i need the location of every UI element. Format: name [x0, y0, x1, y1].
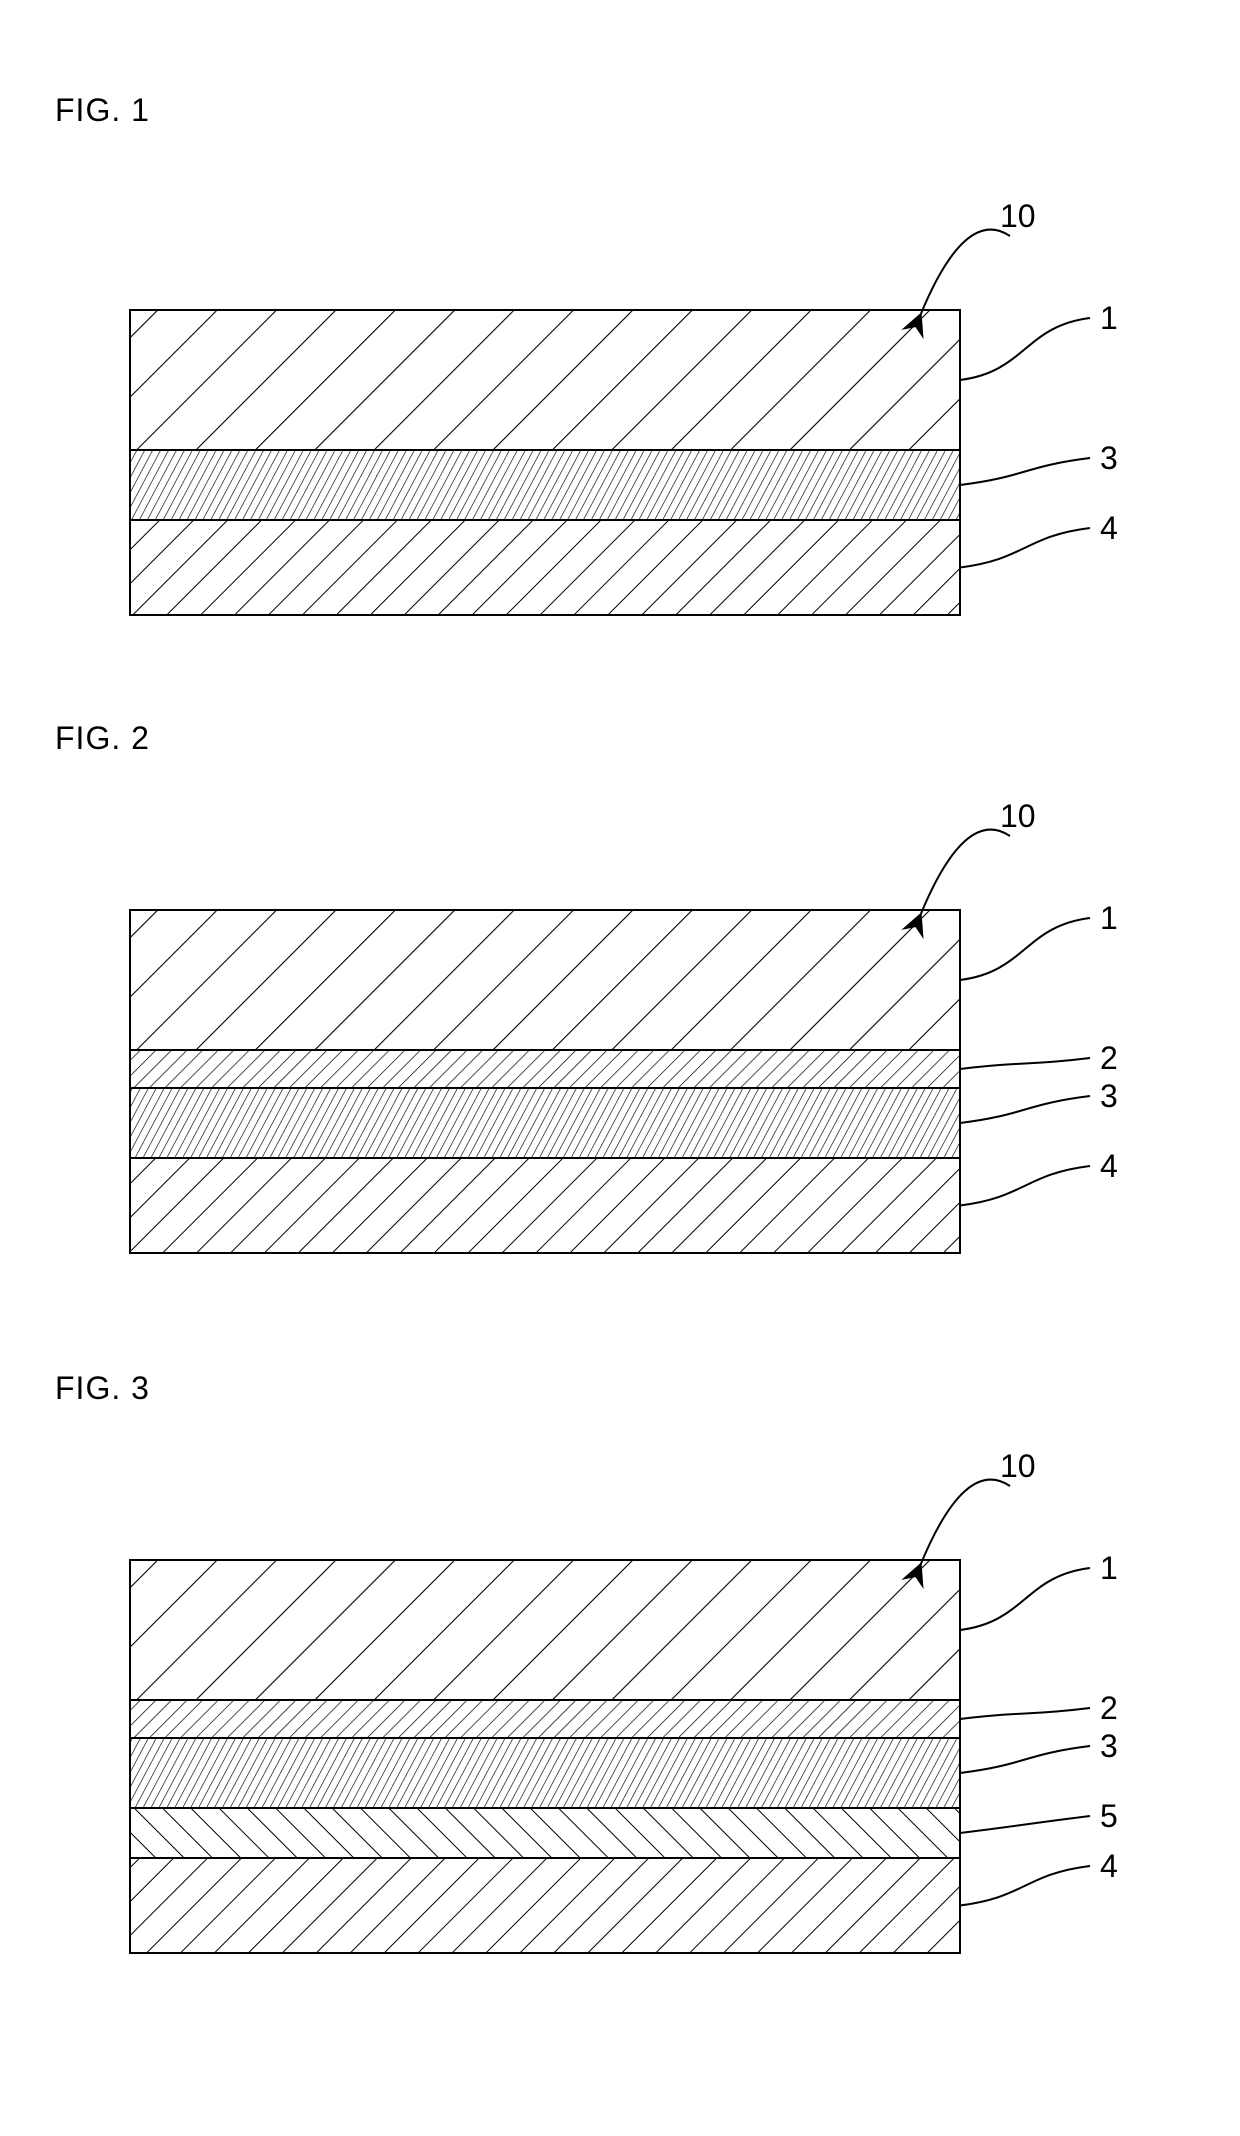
assembly-label: 10	[1000, 1448, 1036, 1485]
assembly-label: 10	[1000, 798, 1036, 835]
figure-svg	[0, 170, 1240, 695]
layer-label-3: 3	[1100, 1728, 1118, 1765]
layer-label-2: 2	[1100, 1040, 1118, 1077]
layer-label-1: 1	[1100, 900, 1118, 937]
figure-label: FIG. 1	[55, 92, 150, 129]
figure-label: FIG. 3	[55, 1370, 150, 1407]
layer-label-4: 4	[1100, 1148, 1118, 1185]
layer-label-1: 1	[1100, 300, 1118, 337]
layer-label-4: 4	[1100, 510, 1118, 547]
figure-svg	[0, 770, 1240, 1333]
figure-svg	[0, 1420, 1240, 2033]
layer-label-4: 4	[1100, 1848, 1118, 1885]
layer-label-5: 5	[1100, 1798, 1118, 1835]
layer-label-3: 3	[1100, 1078, 1118, 1115]
figure-label: FIG. 2	[55, 720, 150, 757]
layer-label-1: 1	[1100, 1550, 1118, 1587]
assembly-label: 10	[1000, 198, 1036, 235]
layer-label-2: 2	[1100, 1690, 1118, 1727]
layer-label-3: 3	[1100, 440, 1118, 477]
